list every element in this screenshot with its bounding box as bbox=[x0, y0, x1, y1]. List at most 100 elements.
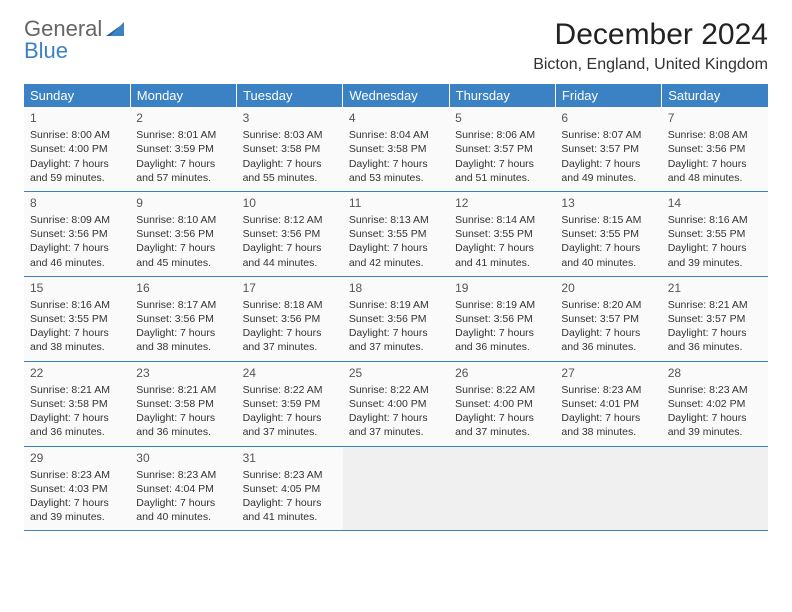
calendar-cell: 18 Sunrise: 8:19 AMSunset: 3:56 PMDayligh… bbox=[343, 276, 449, 361]
calendar-cell: 19 Sunrise: 8:19 AMSunset: 3:56 PMDayligh… bbox=[449, 276, 555, 361]
day-number: 29 bbox=[30, 450, 124, 466]
day-number: 6 bbox=[561, 110, 655, 126]
calendar-cell: 8Sunrise: 8:09 AMSunset: 3:56 PMDaylight… bbox=[24, 191, 130, 276]
day-info: Sunrise: 8:17 AMSunset: 3:56 PMDaylight:… bbox=[136, 298, 230, 355]
day-number: 14 bbox=[668, 195, 762, 211]
day-number: 1 bbox=[30, 110, 124, 126]
calendar-cell bbox=[449, 446, 555, 531]
day-info: Sunrise: 8:23 AMSunset: 4:03 PMDaylight:… bbox=[30, 468, 124, 525]
calendar-cell: 30Sunrise: 8:23 AMSunset: 4:04 PMDayligh… bbox=[130, 446, 236, 531]
calendar-cell: 5 Sunrise: 8:06 AMSunset: 3:57 PMDaylight… bbox=[449, 107, 555, 191]
logo-mark-icon bbox=[106, 22, 124, 36]
day-number: 11 bbox=[349, 195, 443, 211]
weekday-header: Thursday bbox=[449, 84, 555, 107]
calendar-row: 29 Sunrise: 8:23 AMSunset: 4:03 PMDayligh… bbox=[24, 446, 768, 531]
calendar-cell: 17Sunrise: 8:18 AMSunset: 3:56 PMDayligh… bbox=[237, 276, 343, 361]
day-info: Sunrise: 8:21 AMSunset: 3:57 PMDaylight:… bbox=[668, 298, 762, 355]
page-title: December 2024 bbox=[533, 18, 768, 52]
day-info: Sunrise: 8:21 AMSunset: 3:58 PMDaylight:… bbox=[30, 383, 124, 440]
calendar-cell: 13 Sunrise: 8:15 AMSunset: 3:55 PMDayligh… bbox=[555, 191, 661, 276]
calendar-cell: 22 Sunrise: 8:21 AMSunset: 3:58 PMDayligh… bbox=[24, 361, 130, 446]
day-info: Sunrise: 8:07 AMSunset: 3:57 PMDaylight:… bbox=[561, 128, 655, 185]
calendar-row: 1 Sunrise: 8:00 AMSunset: 4:00 PMDaylight… bbox=[24, 107, 768, 191]
day-number: 31 bbox=[243, 450, 337, 466]
calendar-table: SundayMondayTuesdayWednesdayThursdayFrid… bbox=[24, 84, 768, 531]
weekday-header: Saturday bbox=[662, 84, 768, 107]
day-number: 21 bbox=[668, 280, 762, 296]
day-info: Sunrise: 8:10 AMSunset: 3:56 PMDaylight:… bbox=[136, 213, 230, 270]
day-number: 27 bbox=[561, 365, 655, 381]
day-info: Sunrise: 8:16 AMSunset: 3:55 PMDaylight:… bbox=[30, 298, 124, 355]
day-info: Sunrise: 8:12 AMSunset: 3:56 PMDaylight:… bbox=[243, 213, 337, 270]
calendar-cell: 1 Sunrise: 8:00 AMSunset: 4:00 PMDaylight… bbox=[24, 107, 130, 191]
day-number: 18 bbox=[349, 280, 443, 296]
calendar-cell: 3Sunrise: 8:03 AMSunset: 3:58 PMDaylight… bbox=[237, 107, 343, 191]
calendar-cell: 15Sunrise: 8:16 AMSunset: 3:55 PMDayligh… bbox=[24, 276, 130, 361]
calendar-cell: 10 Sunrise: 8:12 AMSunset: 3:56 PMDayligh… bbox=[237, 191, 343, 276]
calendar-cell: 9 Sunrise: 8:10 AMSunset: 3:56 PMDaylight… bbox=[130, 191, 236, 276]
day-info: Sunrise: 8:23 AMSunset: 4:01 PMDaylight:… bbox=[561, 383, 655, 440]
day-info: Sunrise: 8:20 AMSunset: 3:57 PMDaylight:… bbox=[561, 298, 655, 355]
calendar-cell: 20Sunrise: 8:20 AMSunset: 3:57 PMDayligh… bbox=[555, 276, 661, 361]
title-block: December 2024 Bicton, England, United Ki… bbox=[533, 18, 768, 74]
day-info: Sunrise: 8:13 AMSunset: 3:55 PMDaylight:… bbox=[349, 213, 443, 270]
day-info: Sunrise: 8:09 AMSunset: 3:56 PMDaylight:… bbox=[30, 213, 124, 270]
day-number: 19 bbox=[455, 280, 549, 296]
day-info: Sunrise: 8:00 AMSunset: 4:00 PMDaylight:… bbox=[30, 128, 124, 185]
calendar-cell: 25Sunrise: 8:22 AMSunset: 4:00 PMDayligh… bbox=[343, 361, 449, 446]
day-info: Sunrise: 8:23 AMSunset: 4:02 PMDaylight:… bbox=[668, 383, 762, 440]
day-number: 2 bbox=[136, 110, 230, 126]
calendar-row: 15Sunrise: 8:16 AMSunset: 3:55 PMDayligh… bbox=[24, 276, 768, 361]
day-number: 26 bbox=[455, 365, 549, 381]
calendar-cell: 7Sunrise: 8:08 AMSunset: 3:56 PMDaylight… bbox=[662, 107, 768, 191]
calendar-cell: 31 Sunrise: 8:23 AMSunset: 4:05 PMDayligh… bbox=[237, 446, 343, 531]
day-info: Sunrise: 8:23 AMSunset: 4:05 PMDaylight:… bbox=[243, 468, 337, 525]
calendar-cell bbox=[662, 446, 768, 531]
day-info: Sunrise: 8:19 AMSunset: 3:56 PMDaylight:… bbox=[455, 298, 549, 355]
day-number: 9 bbox=[136, 195, 230, 211]
weekday-header: Monday bbox=[130, 84, 236, 107]
calendar-cell: 14 Sunrise: 8:16 AMSunset: 3:55 PMDayligh… bbox=[662, 191, 768, 276]
calendar-row: 8Sunrise: 8:09 AMSunset: 3:56 PMDaylight… bbox=[24, 191, 768, 276]
day-info: Sunrise: 8:22 AMSunset: 4:00 PMDaylight:… bbox=[455, 383, 549, 440]
calendar-cell: 21 Sunrise: 8:21 AMSunset: 3:57 PMDayligh… bbox=[662, 276, 768, 361]
calendar-cell: 26 Sunrise: 8:22 AMSunset: 4:00 PMDayligh… bbox=[449, 361, 555, 446]
day-number: 23 bbox=[136, 365, 230, 381]
calendar-cell bbox=[343, 446, 449, 531]
day-number: 10 bbox=[243, 195, 337, 211]
day-info: Sunrise: 8:06 AMSunset: 3:57 PMDaylight:… bbox=[455, 128, 549, 185]
weekday-header: Wednesday bbox=[343, 84, 449, 107]
weekday-header: Friday bbox=[555, 84, 661, 107]
day-number: 22 bbox=[30, 365, 124, 381]
location-label: Bicton, England, United Kingdom bbox=[533, 56, 768, 74]
logo-word-2: Blue bbox=[24, 38, 68, 63]
day-info: Sunrise: 8:01 AMSunset: 3:59 PMDaylight:… bbox=[136, 128, 230, 185]
day-number: 3 bbox=[243, 110, 337, 126]
day-info: Sunrise: 8:08 AMSunset: 3:56 PMDaylight:… bbox=[668, 128, 762, 185]
calendar-row: 22 Sunrise: 8:21 AMSunset: 3:58 PMDayligh… bbox=[24, 361, 768, 446]
day-info: Sunrise: 8:23 AMSunset: 4:04 PMDaylight:… bbox=[136, 468, 230, 525]
day-info: Sunrise: 8:21 AMSunset: 3:58 PMDaylight:… bbox=[136, 383, 230, 440]
weekday-header: Tuesday bbox=[237, 84, 343, 107]
calendar-cell: 4Sunrise: 8:04 AMSunset: 3:58 PMDaylight… bbox=[343, 107, 449, 191]
day-number: 25 bbox=[349, 365, 443, 381]
day-info: Sunrise: 8:19 AMSunset: 3:56 PMDaylight:… bbox=[349, 298, 443, 355]
calendar-cell: 23 Sunrise: 8:21 AMSunset: 3:58 PMDayligh… bbox=[130, 361, 236, 446]
weekday-header: Sunday bbox=[24, 84, 130, 107]
calendar-cell: 16Sunrise: 8:17 AMSunset: 3:56 PMDayligh… bbox=[130, 276, 236, 361]
calendar-cell: 24Sunrise: 8:22 AMSunset: 3:59 PMDayligh… bbox=[237, 361, 343, 446]
logo: General Blue bbox=[24, 18, 124, 62]
calendar-cell: 6 Sunrise: 8:07 AMSunset: 3:57 PMDaylight… bbox=[555, 107, 661, 191]
day-number: 13 bbox=[561, 195, 655, 211]
calendar-cell bbox=[555, 446, 661, 531]
calendar-cell: 27 Sunrise: 8:23 AMSunset: 4:01 PMDayligh… bbox=[555, 361, 661, 446]
day-number: 28 bbox=[668, 365, 762, 381]
header: General Blue December 2024 Bicton, Engla… bbox=[24, 18, 768, 74]
day-number: 5 bbox=[455, 110, 549, 126]
day-info: Sunrise: 8:16 AMSunset: 3:55 PMDaylight:… bbox=[668, 213, 762, 270]
calendar-cell: 2 Sunrise: 8:01 AMSunset: 3:59 PMDaylight… bbox=[130, 107, 236, 191]
day-info: Sunrise: 8:15 AMSunset: 3:55 PMDaylight:… bbox=[561, 213, 655, 270]
day-number: 4 bbox=[349, 110, 443, 126]
day-number: 17 bbox=[243, 280, 337, 296]
calendar-cell: 28 Sunrise: 8:23 AMSunset: 4:02 PMDayligh… bbox=[662, 361, 768, 446]
